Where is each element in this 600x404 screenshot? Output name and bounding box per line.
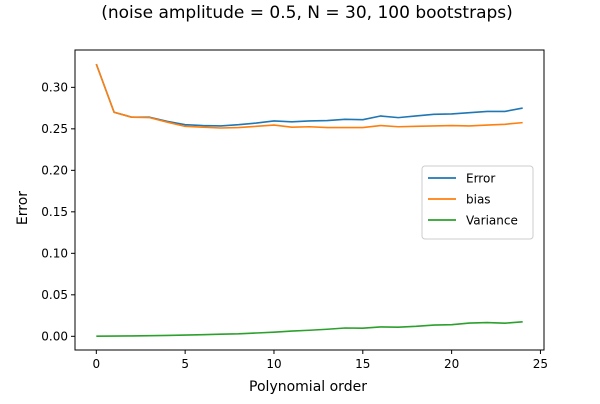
y-tick-label: 0.30 xyxy=(41,80,68,94)
legend-label-error: Error xyxy=(466,172,495,186)
y-tick-label: 0.25 xyxy=(41,122,68,136)
plot-frame xyxy=(74,49,545,351)
x-tick-label: 10 xyxy=(266,357,281,371)
chart-title: (noise amplitude = 0.5, N = 30, 100 boot… xyxy=(101,3,513,23)
legend: Error bias Variance xyxy=(421,165,534,240)
x-tick-label: 0 xyxy=(92,357,100,371)
x-tick-label: 15 xyxy=(355,357,370,371)
x-axis-label: Polynomial order xyxy=(249,379,367,395)
legend-label-bias: bias xyxy=(466,193,491,207)
x-tick-label: 25 xyxy=(533,357,548,371)
y-tick-label: 0.00 xyxy=(41,329,68,343)
legend-label-variance: Variance xyxy=(466,214,518,228)
series-line-error xyxy=(95,63,523,127)
y-tick-label: 0.05 xyxy=(41,288,68,302)
plot-area: 0 5 10 15 20 25 0.00 0.05 0.10 0.15 0.20 0.25 0.30 xyxy=(41,49,548,371)
series-line-bias xyxy=(95,63,523,129)
y-axis-label: Error xyxy=(15,191,31,225)
x-tick-label: 5 xyxy=(181,357,189,371)
x-tick-label: 20 xyxy=(444,357,459,371)
y-tick-label: 0.20 xyxy=(41,163,68,177)
series-line-variance xyxy=(96,320,523,337)
y-tick-label: 0.15 xyxy=(41,205,68,219)
y-tick-label: 0.10 xyxy=(41,246,68,260)
